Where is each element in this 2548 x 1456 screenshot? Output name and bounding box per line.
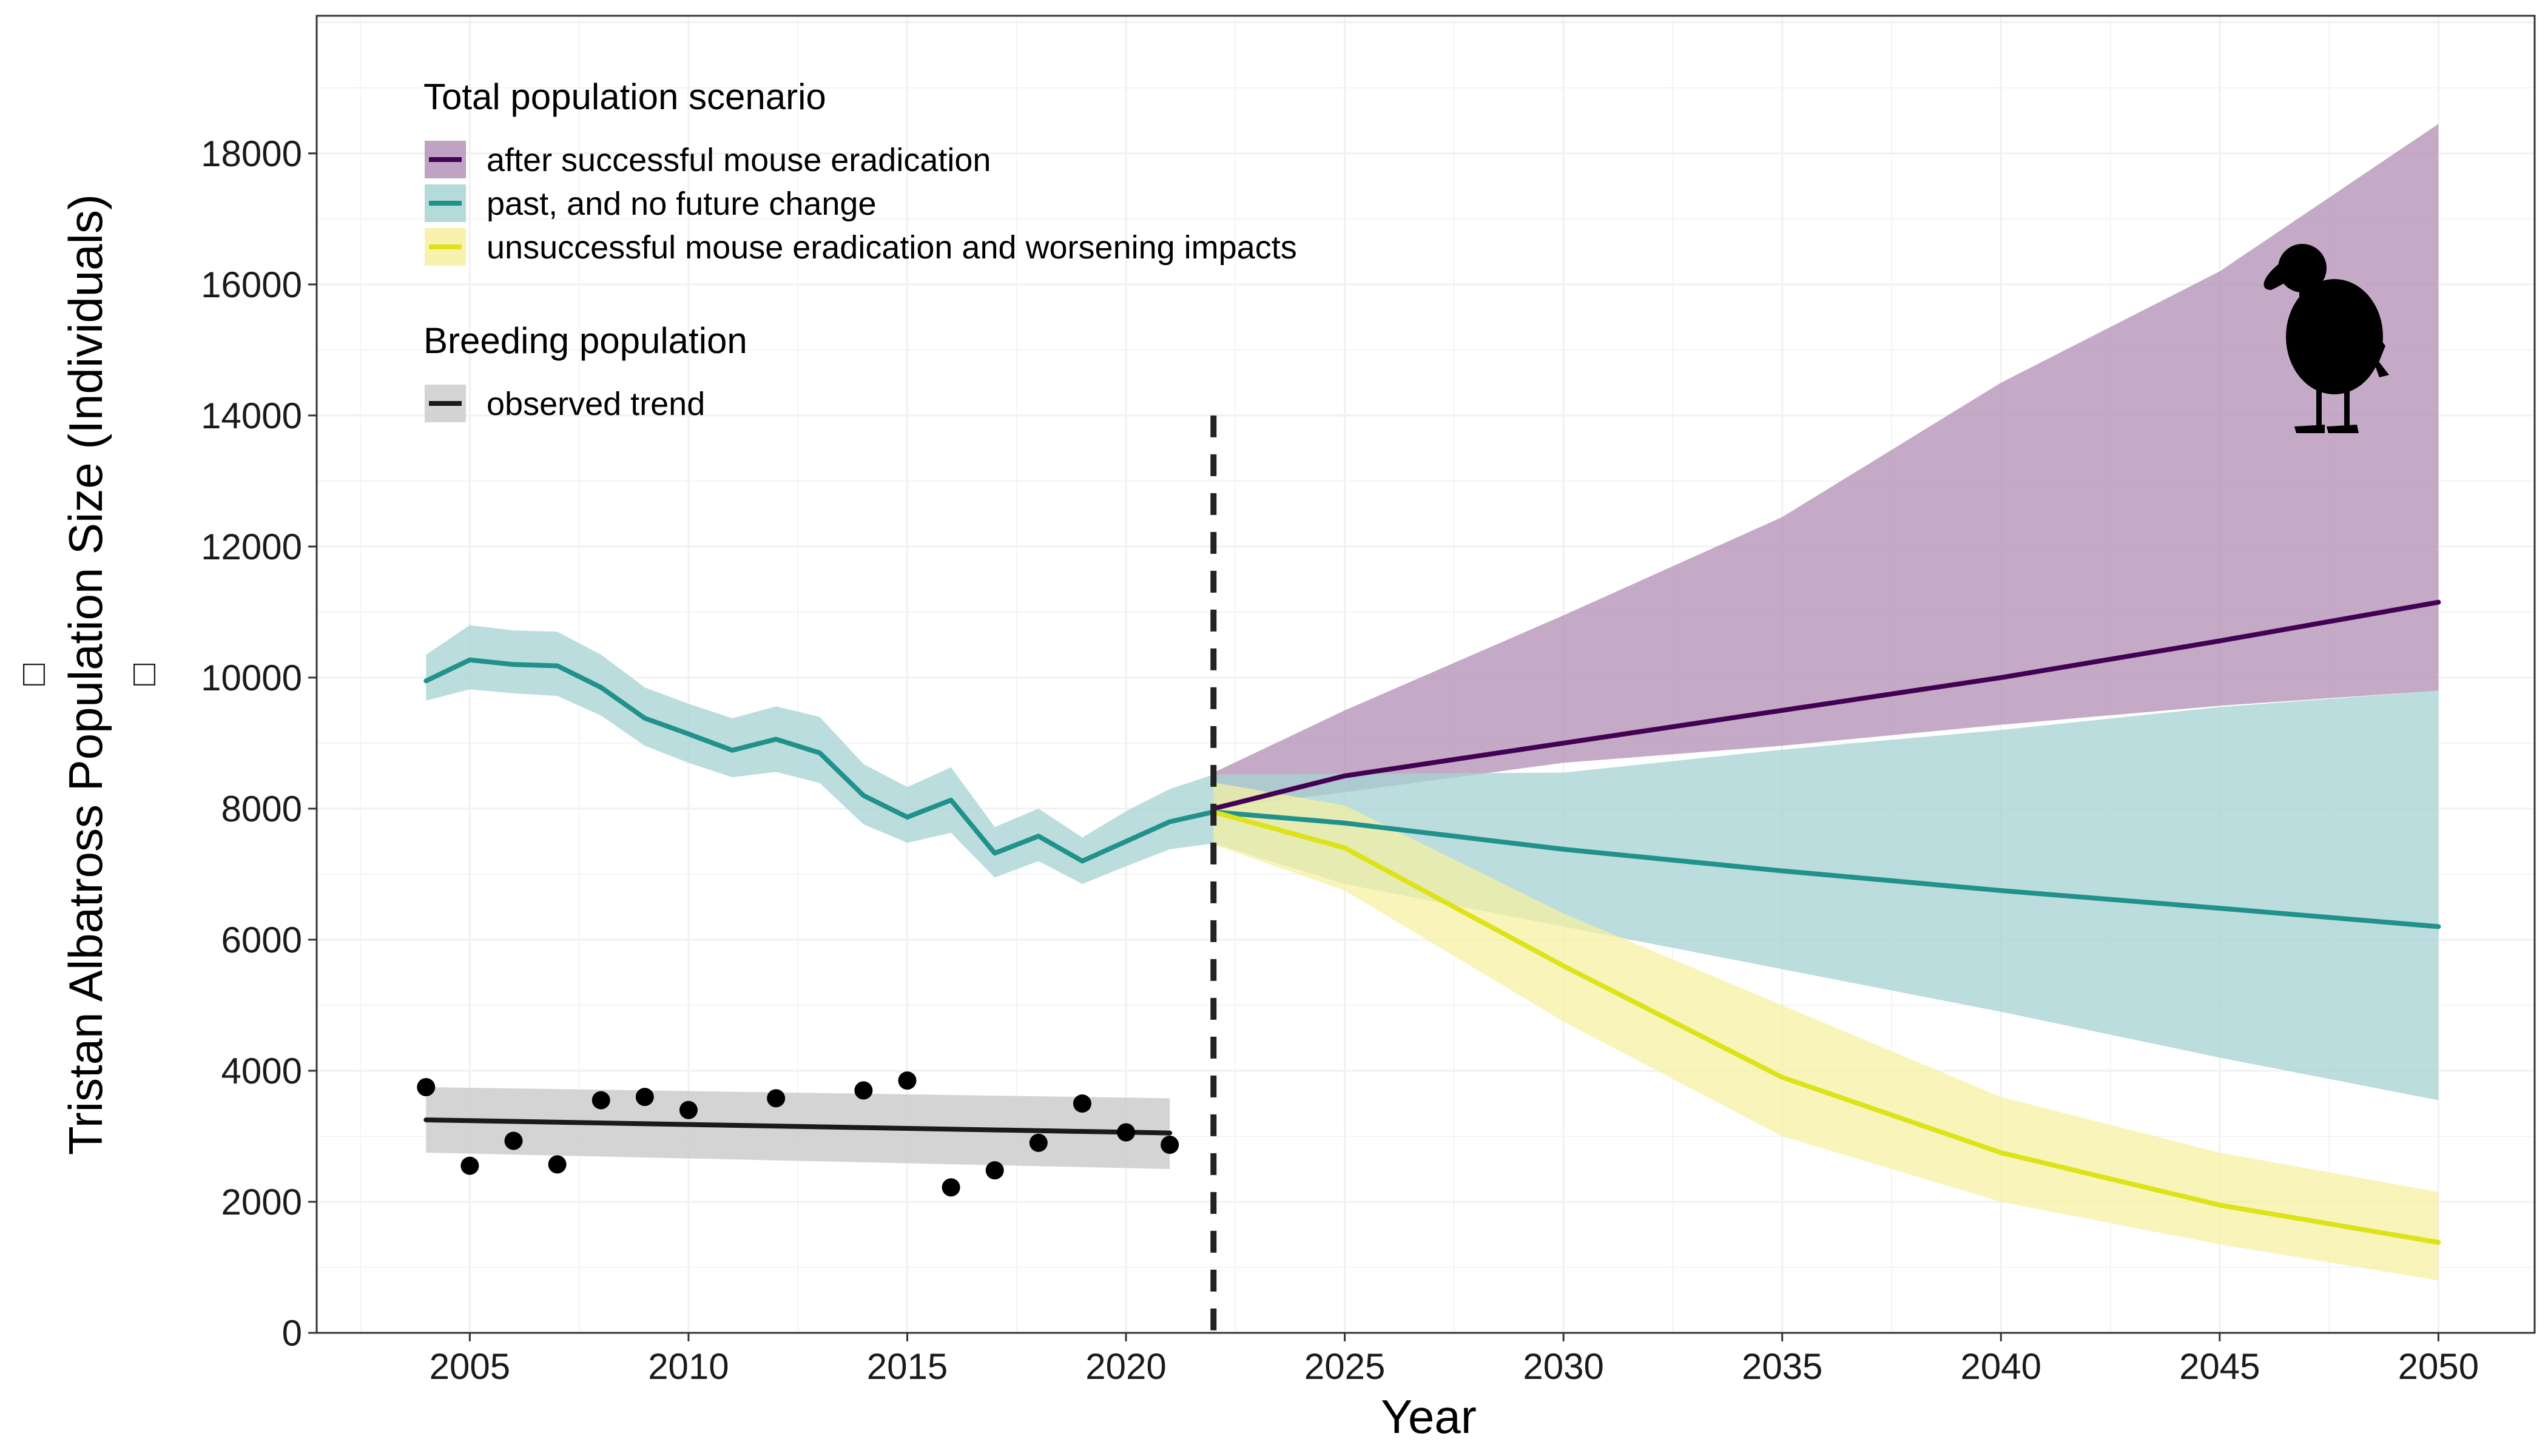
observed-point xyxy=(548,1155,567,1174)
x-tick-label: 2015 xyxy=(867,1346,948,1387)
band-series-0 xyxy=(1213,124,2439,809)
x-tick-label: 2025 xyxy=(1304,1346,1385,1387)
observed-point xyxy=(898,1071,917,1090)
y-tick-label: 12000 xyxy=(201,527,302,567)
observed-point xyxy=(460,1156,479,1175)
line-series-2 xyxy=(1211,809,2441,1245)
observed-point xyxy=(1029,1133,1048,1152)
y-tick-label: 18000 xyxy=(201,133,302,174)
plot-frame xyxy=(315,15,2536,1334)
y-tick-label: 6000 xyxy=(221,920,302,960)
x-tick-label: 2050 xyxy=(2398,1346,2479,1387)
legend-label-1: past, and no future change xyxy=(487,186,877,222)
observed-point xyxy=(1117,1123,1136,1142)
observed-points xyxy=(417,1071,1179,1197)
line-series-1 xyxy=(423,657,2441,929)
x-axis-title: Year xyxy=(1381,1390,1477,1443)
y-axis-title: Tristan Albatross Population Size (Indiv… xyxy=(59,194,112,1155)
line-series-3 xyxy=(423,1117,1173,1136)
y-tick-label: 0 xyxy=(282,1313,302,1353)
y-tick-label: 8000 xyxy=(221,789,302,829)
x-tick-label: 2010 xyxy=(648,1346,729,1387)
x-tick-label: 2005 xyxy=(430,1346,510,1387)
y-tick-label: 16000 xyxy=(201,265,302,305)
legend-label-3: observed trend xyxy=(487,386,705,422)
y-axis-ticks: 0 2000 4000 6000 8000 10000 12000 14000 16000 180… xyxy=(201,133,317,1353)
band-series-2 xyxy=(1213,782,2439,1281)
legend-breeding-items: observed trend xyxy=(425,385,705,422)
x-axis-ticks: 2005 2010 2015 2020 2025 2030 2035 2040 2045 2050 xyxy=(430,1333,2479,1387)
legend-total-items: after successful mouse eradication past, … xyxy=(425,141,1297,266)
observed-point xyxy=(504,1131,523,1150)
y-axis-glyph-outer: □ xyxy=(12,664,53,686)
y-axis-glyph-inner: □ xyxy=(123,664,163,686)
legend: Total population scenario after successf… xyxy=(423,76,1297,422)
x-tick-label: 2030 xyxy=(1523,1346,1603,1387)
observed-point xyxy=(942,1178,960,1197)
legend-label-2: unsuccessful mouse eradication and worse… xyxy=(487,229,1297,266)
observed-point xyxy=(417,1077,436,1096)
observed-point xyxy=(767,1089,786,1108)
legend-title-breeding: Breeding population xyxy=(423,320,747,361)
observed-point xyxy=(1161,1136,1179,1154)
y-tick-label: 10000 xyxy=(201,658,302,698)
legend-label-0: after successful mouse eradication xyxy=(487,142,991,178)
x-tick-label: 2035 xyxy=(1742,1346,1822,1387)
observed-point xyxy=(985,1161,1004,1180)
x-tick-label: 2040 xyxy=(1961,1346,2041,1387)
y-tick-label: 14000 xyxy=(201,396,302,436)
x-tick-label: 2020 xyxy=(1085,1346,1166,1387)
line-series-0 xyxy=(1211,599,2441,811)
x-tick-label: 2045 xyxy=(2179,1346,2260,1387)
y-tick-label: 2000 xyxy=(221,1182,302,1222)
observed-point xyxy=(679,1100,698,1119)
y-tick-label: 4000 xyxy=(221,1051,302,1091)
observed-point xyxy=(854,1081,873,1100)
observed-point xyxy=(592,1091,610,1110)
legend-title-total: Total population scenario xyxy=(423,76,826,117)
albatross-silhouette-icon xyxy=(2263,244,2389,433)
observed-point xyxy=(635,1088,654,1107)
series-lines xyxy=(423,599,2441,1245)
observed-point xyxy=(1073,1094,1091,1113)
